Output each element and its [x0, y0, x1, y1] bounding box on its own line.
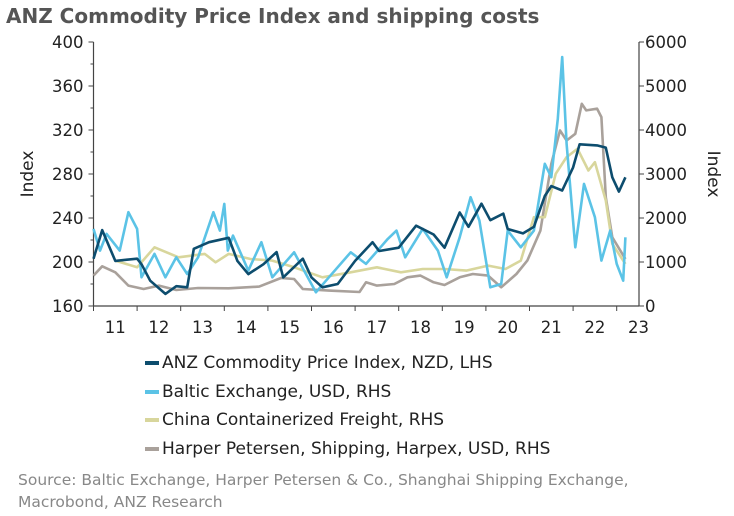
legend-swatch: [145, 389, 159, 394]
y-tick-label-right: 6000: [645, 33, 687, 52]
y-tick-label-left: 360: [52, 77, 84, 96]
y-tick-label-right: 3000: [645, 165, 687, 184]
x-tick-label: 18: [410, 318, 431, 337]
legend-label: Baltic Exchange, USD, RHS: [162, 381, 392, 402]
x-tick-label: 16: [323, 318, 344, 337]
y-tick-label-right: 5000: [645, 77, 687, 96]
legend-item-baltic: Baltic Exchange, USD, RHS: [145, 378, 550, 407]
y-axis-right-label: Index: [703, 151, 723, 198]
x-tick-label: 14: [236, 318, 257, 337]
legend-label: Harper Petersen, Shipping, Harpex, USD, …: [162, 438, 551, 459]
chart-plot: 1602002402803203604000100020003000400050…: [18, 33, 723, 337]
x-tick-label: 11: [105, 318, 126, 337]
y-tick-label-left: 280: [52, 165, 84, 184]
x-tick-label: 17: [366, 318, 387, 337]
legend: ANZ Commodity Price Index, NZD, LHS Balt…: [145, 349, 550, 463]
y-axis-left-label: Index: [18, 151, 38, 198]
x-tick-label: 23: [628, 318, 649, 337]
legend-swatch: [145, 418, 159, 423]
legend-item-anz: ANZ Commodity Price Index, NZD, LHS: [145, 349, 550, 378]
y-tick-label-left: 400: [52, 33, 84, 52]
x-tick-label: 22: [584, 318, 605, 337]
series-line-2: [114, 147, 627, 279]
x-tick-label: 13: [192, 318, 213, 337]
y-tick-label-left: 320: [52, 121, 84, 140]
x-tick-label: 19: [454, 318, 475, 337]
legend-item-ccfi: China Containerized Freight, RHS: [145, 406, 550, 435]
y-tick-label-right: 1000: [645, 253, 687, 272]
y-tick-label-right: 4000: [645, 121, 687, 140]
source-line-1: Source: Baltic Exchange, Harper Petersen…: [18, 471, 629, 489]
series-line-0: [92, 143, 627, 296]
legend-swatch: [145, 446, 159, 451]
chart-title: ANZ Commodity Price Index and shipping c…: [6, 4, 540, 28]
legend-label: China Containerized Freight, RHS: [162, 410, 445, 431]
x-tick-label: 15: [279, 318, 300, 337]
series-line-3: [92, 102, 627, 294]
legend-item-harpex: Harper Petersen, Shipping, Harpex, USD, …: [145, 435, 550, 464]
y-tick-label-right: 2000: [645, 209, 687, 228]
legend-label: ANZ Commodity Price Index, NZD, LHS: [162, 353, 493, 374]
y-tick-label-right: 0: [645, 297, 656, 316]
x-tick-label: 20: [497, 318, 518, 337]
series-line-1: [92, 55, 627, 294]
x-tick-label: 12: [148, 318, 169, 337]
source-line-2: Macrobond, ANZ Research: [18, 493, 223, 511]
y-tick-label-left: 200: [52, 253, 84, 272]
x-tick-label: 21: [541, 318, 562, 337]
y-tick-label-left: 240: [52, 209, 84, 228]
source-note: Source: Baltic Exchange, Harper Petersen…: [18, 469, 718, 513]
y-tick-label-left: 160: [52, 297, 84, 316]
legend-swatch: [145, 361, 159, 366]
